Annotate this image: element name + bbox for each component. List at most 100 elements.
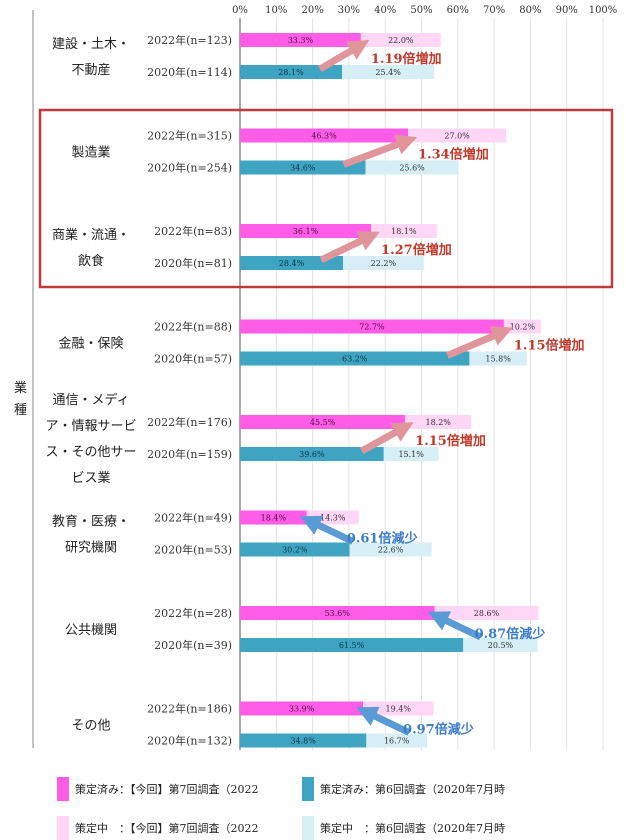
x-tick-label: 40% xyxy=(374,5,396,16)
x-axis-ticks: 0% 10% 20% 30% 40% 50% 60% 70% 80% 90% 100% xyxy=(232,5,617,16)
row-label: 2022年(n=123) xyxy=(147,33,232,47)
bar-mid-label: 20.5% xyxy=(488,641,514,650)
industry-group: 商業・流通・飲食 2022年(n=83) 36.1% 18.1% 2020年(n=81)… xyxy=(52,224,452,270)
bar-done-label: 36.1% xyxy=(293,227,319,236)
bar-done-label: 61.5% xyxy=(339,641,365,650)
bar-done xyxy=(240,415,406,429)
industry-group: 建設・土木・不動産 2022年(n=123) 33.3% 22.0% 2020年(n=1… xyxy=(52,33,442,79)
row-label: 2022年(n=49) xyxy=(154,511,232,525)
bar-mid-label: 25.6% xyxy=(399,164,425,173)
x-tick-label: 70% xyxy=(483,5,505,16)
bar-mid xyxy=(434,606,539,620)
bar-done-label: 45.5% xyxy=(310,418,336,427)
industry-group: 公共機関 2022年(n=28) 53.6% 28.6% 2020年(n=39) 61.5… xyxy=(65,606,545,652)
bar-done-label: 46.3% xyxy=(311,132,337,141)
change-arrow xyxy=(319,231,380,264)
x-tick-label: 90% xyxy=(556,5,578,16)
category-label: 教育・医療・ xyxy=(52,514,130,530)
bar-mid xyxy=(405,415,472,429)
bar-mid-label: 18.1% xyxy=(391,227,417,236)
industry-group: 金融・保険 2022年(n=88) 72.7% 10.2% 2020年(n=57) 63.… xyxy=(58,319,585,366)
change-arrow xyxy=(299,515,355,545)
bar-done xyxy=(240,447,384,461)
bar-mid xyxy=(342,65,435,79)
category-label: ス・その他サー xyxy=(45,445,136,460)
x-tick-label: 100% xyxy=(589,5,618,16)
row-label: 2020年(n=114) xyxy=(147,65,232,79)
bar-done xyxy=(240,510,307,525)
category-label: ビス業 xyxy=(71,470,110,486)
bar-mid xyxy=(360,33,441,47)
bar-done-label: 53.6% xyxy=(325,609,351,618)
bar-done xyxy=(240,319,504,334)
side-label-char: 業 xyxy=(14,380,27,396)
category-label: 通信・メディ xyxy=(52,392,129,408)
legend-swatch xyxy=(57,816,69,840)
change-label: 0.61倍減少 xyxy=(347,531,418,547)
bar-mid xyxy=(371,224,437,238)
bar-done-label: 34.6% xyxy=(290,164,316,173)
side-axis: 業種 xyxy=(14,10,34,748)
row-label: 2020年(n=57) xyxy=(154,352,232,366)
legend: 策定済み：【今回】第7回調査（2022 策定済み：第6回調査（2020年7月時策定… xyxy=(57,777,505,840)
change-arrow xyxy=(318,40,370,73)
change-label: 0.97倍減少 xyxy=(403,722,474,738)
bar-mid-label: 18.2% xyxy=(425,418,451,427)
category-label: 飲食 xyxy=(78,253,104,269)
x-tick-label: 20% xyxy=(301,5,323,16)
category-label: 建設・土木・ xyxy=(52,36,130,52)
bar-mid-label: 15.1% xyxy=(398,450,424,459)
bar-mid xyxy=(469,351,527,366)
category-label: 金融・保険 xyxy=(58,336,123,352)
side-label-char: 種 xyxy=(14,402,27,418)
industry-group: 教育・医療・研究機関 2022年(n=49) 18.4% 14.3% 2020年(n=5… xyxy=(52,510,432,557)
x-tick-label: 80% xyxy=(519,5,541,16)
bar-mid xyxy=(463,638,538,652)
bar-mid-label: 16.7% xyxy=(384,737,410,746)
bar-mid-label: 19.4% xyxy=(386,705,412,714)
industry-group: 製造業 2022年(n=315) 46.3% 27.0% 2020年(n=254) 34.… xyxy=(71,128,507,175)
change-label: 1.27倍増加 xyxy=(381,242,452,258)
change-arrow xyxy=(356,706,411,736)
change-label: 1.15倍増加 xyxy=(514,338,585,354)
bar-done xyxy=(240,224,372,238)
bar-done xyxy=(240,701,364,716)
x-tick-label: 30% xyxy=(338,5,360,16)
bar-done-label: 28.4% xyxy=(279,259,305,268)
bar-done xyxy=(240,160,366,175)
row-label: 2020年(n=132) xyxy=(147,734,232,748)
bar-mid-label: 27.0% xyxy=(444,132,470,141)
legend-label: 策定中 ：第6回調査（2020年7月時 xyxy=(320,821,505,835)
change-label: 0.87倍減少 xyxy=(475,626,546,642)
bar-mid-label: 25.4% xyxy=(375,68,401,77)
x-tick-label: 10% xyxy=(265,5,287,16)
industry-group: その他 2022年(n=186) 33.9% 19.4% 2020年(n=132) 34.… xyxy=(71,701,474,748)
bar-mid-label: 28.6% xyxy=(474,609,500,618)
bar-mid-label: 22.2% xyxy=(371,259,397,268)
bar-mid-label: 22.0% xyxy=(388,36,414,45)
legend-label: 策定済み：【今回】第7回調査（2022 xyxy=(75,782,259,796)
side-label: 業種 xyxy=(14,380,27,418)
bar-mid-label: 10.2% xyxy=(510,323,536,332)
bar-done-label: 28.1% xyxy=(278,68,304,77)
bar-mid-label: 15.8% xyxy=(485,355,511,364)
change-arrow xyxy=(360,422,414,455)
highlight-box xyxy=(38,108,614,289)
bar-done xyxy=(240,65,343,79)
change-arrow xyxy=(427,611,483,641)
legend-swatch xyxy=(302,816,314,840)
category-label: ア・情報サービ xyxy=(45,419,136,434)
legend-label: 策定中 ：【今回】第7回調査（2022 xyxy=(75,821,259,835)
x-tick-label: 60% xyxy=(447,5,469,16)
row-label: 2020年(n=81) xyxy=(154,256,232,270)
bar-mid xyxy=(365,160,459,175)
x-tick-label: 0% xyxy=(232,5,248,16)
change-label: 1.34倍増加 xyxy=(418,147,489,163)
bar-done xyxy=(240,256,344,270)
category-label: 商業・流通・ xyxy=(52,227,130,243)
bar-done-label: 63.2% xyxy=(342,355,368,364)
bar-mid xyxy=(383,447,439,461)
row-label: 2020年(n=159) xyxy=(147,447,232,461)
bar-done xyxy=(240,33,361,47)
